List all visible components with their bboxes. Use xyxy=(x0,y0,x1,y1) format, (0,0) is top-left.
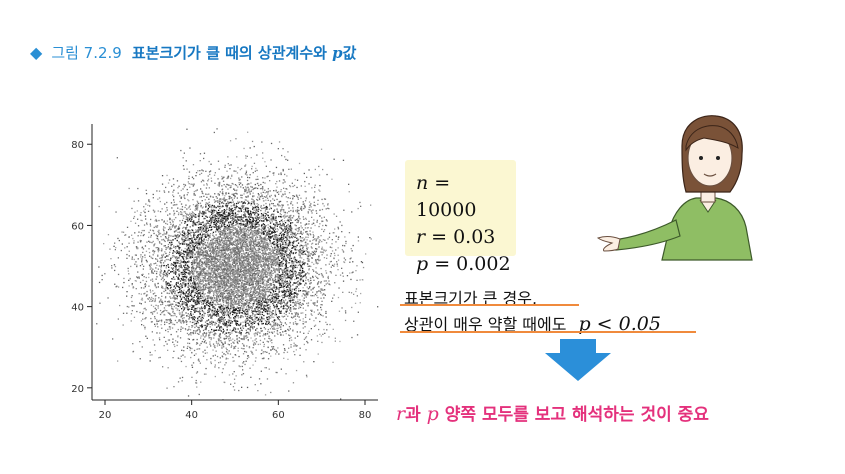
y-tick-label: 80 xyxy=(71,140,84,151)
figure-label: 그림 7.2.9 xyxy=(51,43,122,62)
scatter-plot: 20 40 60 80 20 40 60 80 xyxy=(71,124,379,421)
figure-title: 표본크기가 클 때의 상관계수와 p값 xyxy=(132,42,357,63)
diamond-bullet-icon: ◆ xyxy=(30,42,43,62)
conclusion-r: r xyxy=(396,403,406,425)
figure-title-suffix: 값 xyxy=(342,43,357,62)
x-tick-label: 20 xyxy=(99,410,112,421)
stat-p: p = 0.002 xyxy=(416,251,516,278)
note-underline-1 xyxy=(400,304,579,306)
figure-title-text: 표본크기가 클 때의 상관계수와 xyxy=(131,43,333,62)
conclusion-text: r과 p 양쪽 모두를 보고 해석하는 것이 중요 xyxy=(396,400,709,425)
x-tick-label: 60 xyxy=(272,410,285,421)
stat-r-symbol: r xyxy=(416,226,426,248)
stat-n: n = 10000 xyxy=(416,170,516,224)
x-tick-label: 40 xyxy=(185,410,198,421)
stat-p-symbol: p xyxy=(416,253,429,275)
stat-r-value: = 0.03 xyxy=(425,226,496,248)
figure-title-p: p xyxy=(332,43,343,62)
presenter-person-illustration xyxy=(596,115,753,261)
y-tick-label: 20 xyxy=(71,384,84,395)
note-line-1: 표본크기가 큰 경우, xyxy=(404,289,538,308)
plot-axes: 20 40 60 80 20 40 60 80 xyxy=(71,124,378,421)
conclusion-p: p xyxy=(426,403,439,425)
stat-r: r = 0.03 xyxy=(416,224,516,251)
down-arrow-icon xyxy=(545,339,611,381)
y-tick-label: 60 xyxy=(71,221,84,232)
stat-n-value: = 10000 xyxy=(416,172,477,221)
statistics-box: n = 10000 r = 0.03 p = 0.002 xyxy=(405,160,516,275)
stat-p-value: = 0.002 xyxy=(428,253,511,275)
note-line-2-text: 상관이 매우 약할 때에도 xyxy=(404,315,567,334)
figure-caption: ◆ 그림 7.2.9 표본크기가 클 때의 상관계수와 p값 xyxy=(30,40,356,64)
conclusion-part2: 양쪽 모두를 보고 해석하는 것이 중요 xyxy=(438,405,709,425)
note-line-2: 상관이 매우 약할 때에도 p < 0.05 xyxy=(404,311,661,335)
stat-n-symbol: n xyxy=(416,172,429,194)
p-threshold-expression: p < 0.05 xyxy=(578,313,661,335)
note-underline-2 xyxy=(400,331,696,333)
conclusion-part1: 과 xyxy=(405,405,427,425)
y-tick-label: 40 xyxy=(71,303,84,314)
x-tick-label: 80 xyxy=(359,410,372,421)
scatter-points xyxy=(96,128,379,401)
